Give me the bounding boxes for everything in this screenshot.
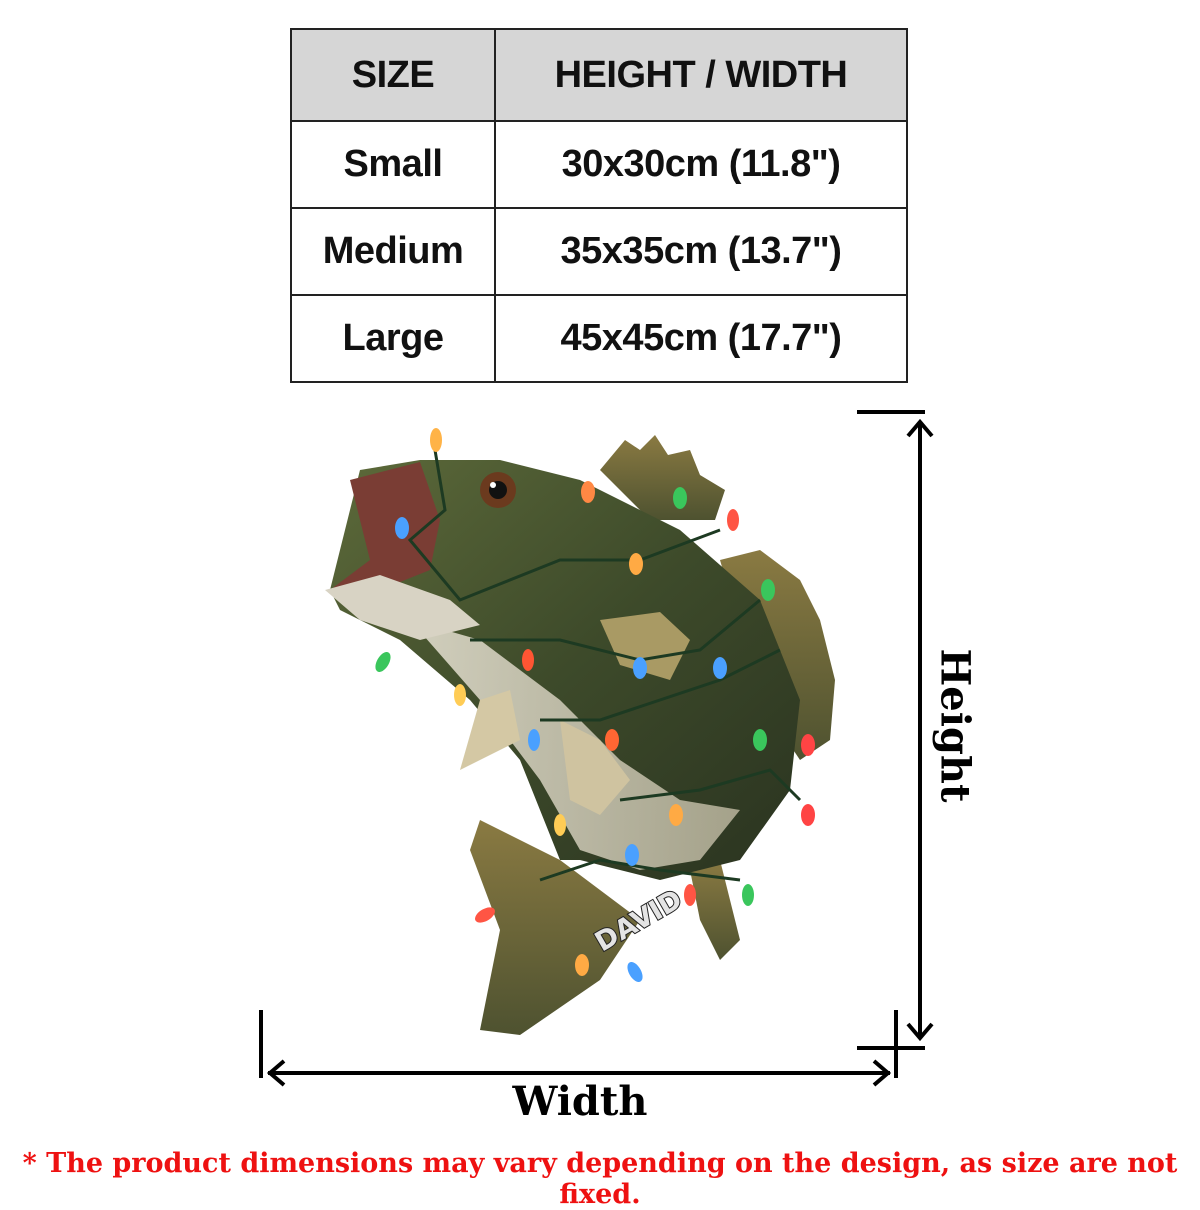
- table-row: Large 45x45cm (17.7"): [290, 294, 908, 383]
- header-height-width: HEIGHT / WIDTH: [494, 28, 908, 122]
- width-dimension-line: [259, 1010, 898, 1087]
- height-label: Height: [931, 648, 979, 803]
- size-cell: Medium: [290, 207, 496, 296]
- fish-image: DAVID: [325, 428, 835, 1035]
- height-dimension-line: [857, 410, 934, 1050]
- size-cell: Small: [290, 120, 496, 209]
- string-lights: [375, 428, 815, 982]
- dimension-disclaimer: * The product dimensions may vary depend…: [22, 1148, 1178, 1210]
- dimension-cell: 45x45cm (17.7"): [494, 294, 908, 383]
- dimension-cell: 35x35cm (13.7"): [494, 207, 908, 296]
- table-row: Small 30x30cm (11.8"): [290, 120, 908, 209]
- size-cell: Large: [290, 294, 496, 383]
- dimension-cell: 30x30cm (11.8"): [494, 120, 908, 209]
- width-label: Width: [512, 1078, 648, 1125]
- table-row: Medium 35x35cm (13.7"): [290, 207, 908, 296]
- header-size: SIZE: [290, 28, 496, 122]
- size-table: SIZE HEIGHT / WIDTH Small 30x30cm (11.8"…: [290, 28, 908, 383]
- table-header-row: SIZE HEIGHT / WIDTH: [290, 28, 908, 122]
